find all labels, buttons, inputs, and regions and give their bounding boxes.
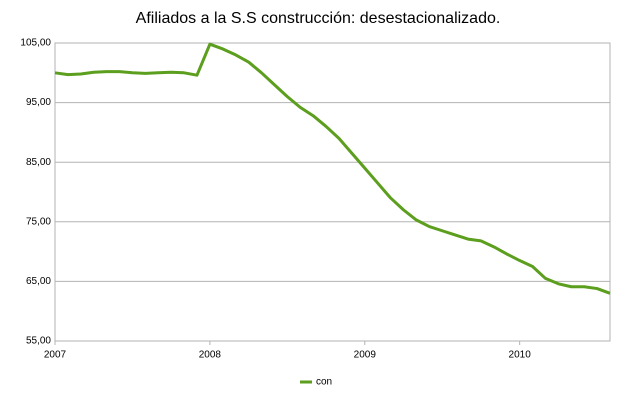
y-tick-label: 95,00	[26, 97, 51, 108]
y-tick-label: 85,00	[26, 157, 51, 168]
x-tick-label: 2008	[199, 350, 222, 361]
plot-border	[54, 42, 611, 342]
data-line	[54, 42, 611, 295]
y-tick-label: 55,00	[26, 336, 51, 347]
legend-label: con	[316, 377, 332, 388]
y-tick-label: 105,00	[20, 38, 51, 49]
x-tick-label: 2007	[44, 350, 67, 361]
y-tick-label: 65,00	[26, 276, 51, 287]
x-tick-label: 2009	[354, 350, 377, 361]
chart-title: Afiliados a la S.S construcción: desesta…	[136, 10, 501, 27]
y-tick-label: 75,00	[26, 216, 51, 227]
x-tick-label: 2010	[509, 350, 532, 361]
